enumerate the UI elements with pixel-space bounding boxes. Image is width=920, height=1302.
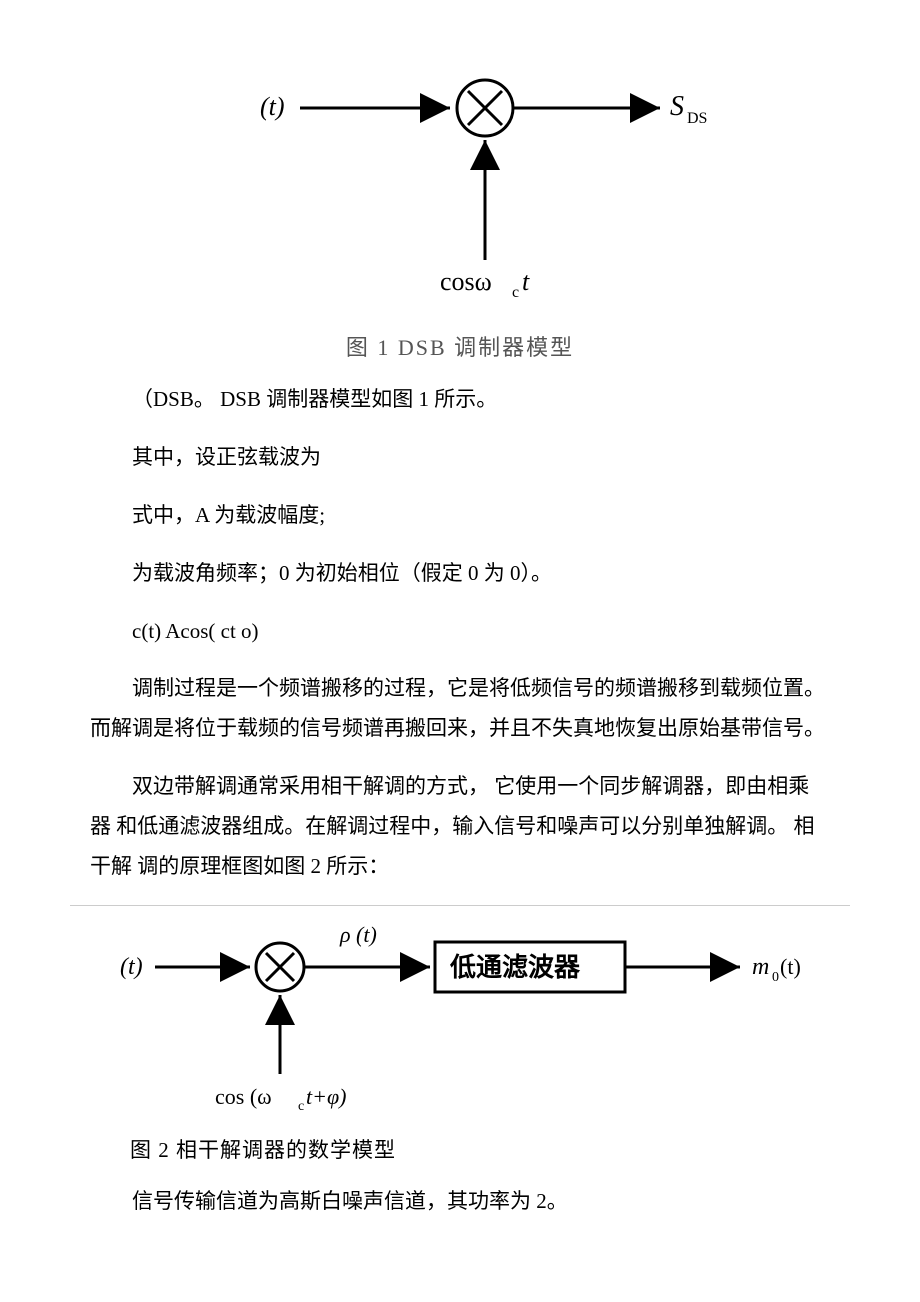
figure-1: (t) S DS cosω c t xyxy=(90,60,830,320)
figure-1-caption: 图 1 DSB 调制器模型 xyxy=(90,330,830,362)
paragraph-9: 信号传输信道为高斯白噪声信道，其功率为 2。 xyxy=(90,1182,830,1222)
paragraph-3: 式中，A 为载波幅度; xyxy=(90,496,830,536)
lowpass-filter-label: 低通滤波器 xyxy=(449,952,581,982)
fig2-output-tail: (t) xyxy=(780,954,801,979)
fig1-input-label: (t) xyxy=(260,92,285,121)
figure-2-caption: 图 2 相干解调器的数学模型 xyxy=(130,1134,830,1164)
figure-2: (t) ρ (t) 低通滤波器 m 0 (t) cos (ω c t+φ) xyxy=(70,905,850,1124)
fig2-input-label: (t) xyxy=(120,954,143,980)
paragraph-7: 双边带解调通常采用相干解调的方式， 它使用一个同步解调器，即由相乘器 和低通滤波… xyxy=(90,767,830,887)
fig1-carrier-label: cosω xyxy=(440,267,492,296)
fig2-carrier-tail: t+φ) xyxy=(306,1084,346,1109)
fig2-carrier-label: cos (ω xyxy=(215,1084,272,1109)
fig1-output-sub: DS xyxy=(687,110,707,127)
fig2-output-label: m xyxy=(752,954,769,980)
paragraph-5: c(t) Acos( ct o) xyxy=(90,612,830,652)
paragraph-6: 调制过程是一个频谱搬移的过程，它是将低频信号的频谱搬移到载频位置。 而解调是将位… xyxy=(90,669,830,749)
coherent-demodulator-diagram: (t) ρ (t) 低通滤波器 m 0 (t) cos (ω c t+φ) xyxy=(80,914,840,1124)
paragraph-4: 为载波角频率；0 为初始相位（假定 0 为 0）。 xyxy=(90,554,830,594)
fig1-carrier-tail: t xyxy=(522,267,530,296)
fig2-rho-label: ρ (t) xyxy=(339,922,377,947)
fig1-output-label: S xyxy=(670,91,684,122)
paragraph-2: 其中，设正弦载波为 xyxy=(90,438,830,478)
fig1-carrier-sub: c xyxy=(512,284,519,301)
paragraph-1: （DSB。 DSB 调制器模型如图 1 所示。 xyxy=(90,380,830,420)
fig2-carrier-sub: c xyxy=(298,1099,304,1114)
fig2-output-sub: 0 xyxy=(772,970,779,985)
dsb-modulator-diagram: (t) S DS cosω c t xyxy=(200,60,720,320)
